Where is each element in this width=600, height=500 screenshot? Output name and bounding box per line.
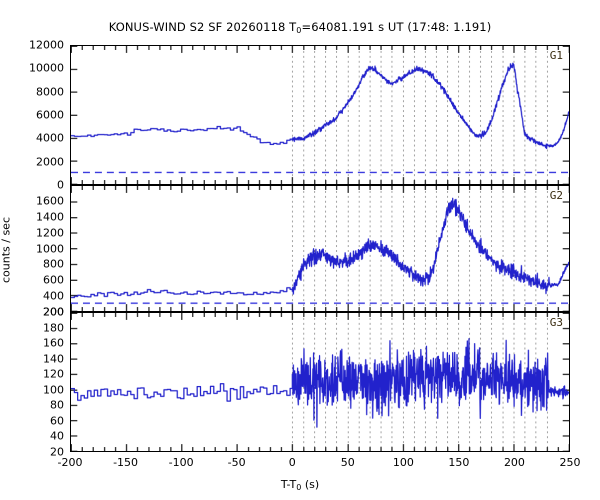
x-axis-title: T-T0 (s) <box>0 478 600 492</box>
y-tick-label-g2-1600: 1600 <box>36 194 64 208</box>
panel-g1-label: G1 <box>549 49 563 62</box>
y-tick-label-g1-0: 0 <box>57 178 64 192</box>
y-tick-label-g3-20: 20 <box>50 445 64 459</box>
y-tick-label-g3-80: 80 <box>50 398 64 412</box>
y-tick-label-g2-1000: 1000 <box>36 242 64 255</box>
page-title: KONUS-WIND S2 SF 20260118 T0=64081.191 s… <box>0 20 600 35</box>
panel-g2: G2 <box>70 185 570 312</box>
y-tick-label-g2-1400: 1400 <box>36 210 64 224</box>
y-tick-label-g3-120: 120 <box>43 367 64 381</box>
x-tick-label-100: 100 <box>392 456 414 469</box>
y-tick-label-g3-160: 160 <box>43 336 64 350</box>
y-tick-label-g3-140: 140 <box>43 352 64 366</box>
title-rest: =64081.191 s UT (17:48: 1.191) <box>301 20 492 34</box>
y-axis-labels-g3: 20 40 60 80 100 120 140 160 180 200 <box>0 307 64 458</box>
x-title-subscript: 0 <box>296 483 302 492</box>
x-tick-label-0: 0 <box>288 456 296 469</box>
y-axis-labels-g1: 0 2000 4000 6000 8000 10000 12000 <box>0 40 64 191</box>
y-tick-label-g1-8000: 8000 <box>36 85 64 99</box>
y-tick-label-g3-200: 200 <box>43 305 64 319</box>
y-tick-label-g2-400: 400 <box>43 289 64 303</box>
panel-g3: G3 <box>70 312 570 452</box>
y-tick-label-g3-40: 40 <box>50 429 64 443</box>
x-tick-label--50: -50 <box>227 456 246 469</box>
y-tick-label-g3-180: 180 <box>43 321 64 335</box>
x-title-unit: (s) <box>301 478 320 491</box>
panel-g1: G1 <box>70 45 570 185</box>
y-tick-label-g3-60: 60 <box>50 414 64 428</box>
y-tick-label-g1-4000: 4000 <box>36 131 64 145</box>
y-axis-labels-g2: 200 400 600 800 1000 1200 1400 1600 <box>0 185 64 317</box>
y-tick-label-g2-200: 200 <box>43 305 64 319</box>
panel-g2-label: G2 <box>549 189 563 202</box>
panel-g1-plot-area <box>71 46 569 184</box>
y-tick-label-g1-12000: 12000 <box>29 38 64 52</box>
y-tick-label-g2-800: 800 <box>43 257 64 271</box>
y-tick-label-g1-10000: 10000 <box>29 61 64 75</box>
title-subscript: 0 <box>296 26 302 35</box>
title-main: KONUS-WIND S2 SF 20260118 T <box>108 20 297 34</box>
y-tick-label-g1-2000: 2000 <box>36 155 64 169</box>
x-tick-label--100: -100 <box>168 456 194 469</box>
y-tick-label-g1-6000: 6000 <box>36 108 64 122</box>
y-tick-label-g2-1200: 1200 <box>36 226 64 240</box>
x-tick-label--150: -150 <box>113 456 139 469</box>
panel-g2-plot-area <box>71 186 569 311</box>
x-tick-label-200: 200 <box>503 456 525 469</box>
panel-g3-plot-area <box>71 313 569 451</box>
panel-g3-label: G3 <box>549 316 563 329</box>
x-title-main: T-T <box>280 478 297 491</box>
y-tick-label-g2-600: 600 <box>43 273 64 287</box>
x-tick-label-250: 250 <box>559 456 581 469</box>
x-tick-label--200: -200 <box>57 456 83 469</box>
y-tick-label-g3-100: 100 <box>43 383 64 397</box>
x-tick-label-50: 50 <box>340 456 355 469</box>
x-tick-label-150: 150 <box>448 456 470 469</box>
